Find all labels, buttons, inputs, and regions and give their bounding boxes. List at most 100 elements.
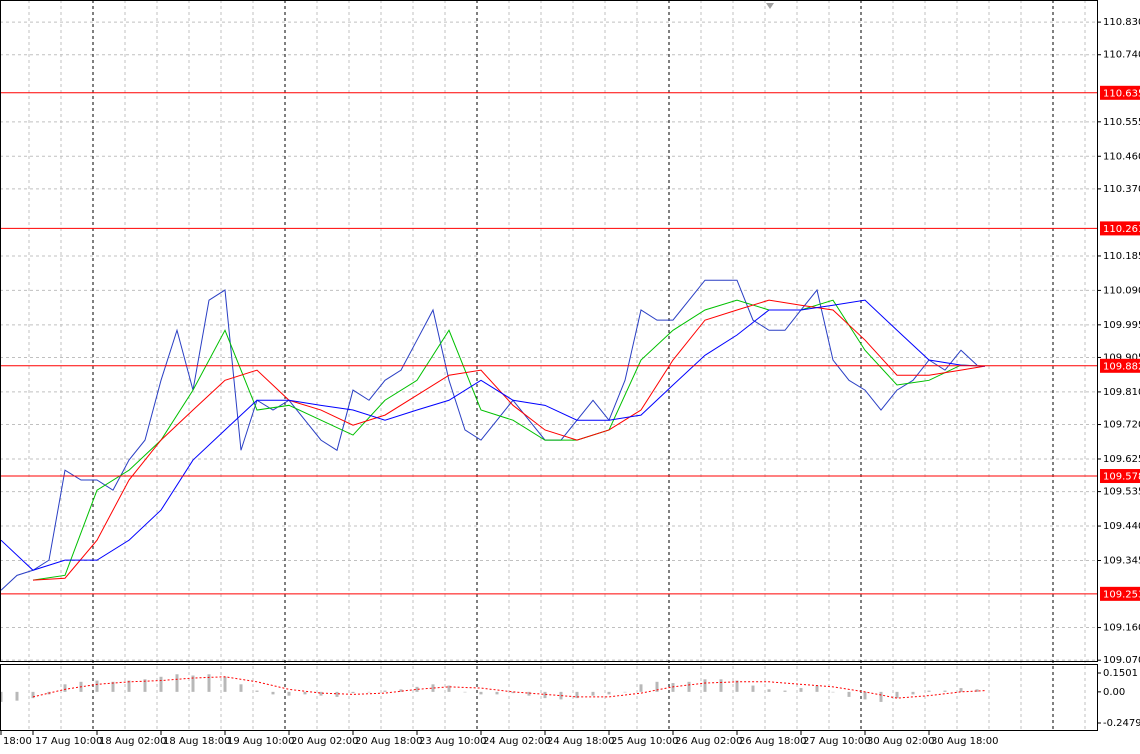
histogram-bar xyxy=(607,691,611,695)
histogram-bar xyxy=(463,691,467,693)
histogram-bar xyxy=(175,674,179,692)
level-label: 109.882 xyxy=(1103,361,1140,372)
y-tick-label: 110.370 xyxy=(1103,184,1140,195)
moving-average xyxy=(32,299,986,581)
histogram-bar xyxy=(431,684,435,692)
histogram-bar xyxy=(255,690,259,692)
level-label: 109.253 xyxy=(1103,589,1140,600)
histogram-bar xyxy=(351,691,355,694)
histogram-bar xyxy=(95,680,99,692)
histogram-bar xyxy=(31,691,35,699)
histogram-bar xyxy=(543,691,547,699)
x-tick-label: 18:00 xyxy=(3,736,32,747)
histogram-bar xyxy=(159,676,163,692)
x-tick-label: 19 Aug 10:00 xyxy=(227,736,294,747)
histogram-bar xyxy=(239,684,243,692)
histogram-bar xyxy=(335,691,339,697)
y-tick-label: 109.345 xyxy=(1103,555,1140,566)
x-tick-label: 27 Aug 10:00 xyxy=(803,736,870,747)
x-tick-label: 24 Aug 18:00 xyxy=(547,736,614,747)
price-line xyxy=(0,279,978,591)
histogram-bar xyxy=(671,683,675,692)
histogram-bar xyxy=(143,679,147,692)
y-tick-label: 0.1501 xyxy=(1103,668,1138,679)
x-tick-label: 30 Aug 02:00 xyxy=(867,736,934,747)
histogram-bar xyxy=(111,681,115,692)
histogram-bar xyxy=(847,691,851,697)
x-tick-label: 24 Aug 02:00 xyxy=(483,736,550,747)
histogram-bar xyxy=(703,679,707,692)
y-tick-label: 110.555 xyxy=(1103,117,1140,128)
histogram-bar xyxy=(895,691,899,699)
signal-line xyxy=(32,676,986,699)
level-label-box xyxy=(1100,469,1140,484)
histogram-bar xyxy=(15,691,19,701)
shift-marker xyxy=(766,3,774,9)
grid-layer xyxy=(0,0,1098,731)
y-tick-label: -0.2479 xyxy=(1103,718,1140,729)
histogram-bar xyxy=(207,674,211,692)
histogram-bar xyxy=(399,689,403,692)
y-tick-label: 109.905 xyxy=(1103,352,1140,363)
main-pane-border xyxy=(0,0,1098,662)
histogram-bar xyxy=(127,680,131,692)
y-tick-label: 109.160 xyxy=(1103,623,1140,634)
level-label: 109.578 xyxy=(1103,472,1140,483)
y-tick-label: 109.810 xyxy=(1103,387,1140,398)
x-tick-label: 23 Aug 10:00 xyxy=(419,736,486,747)
histogram-bar xyxy=(383,690,387,692)
histogram-bar xyxy=(527,691,531,696)
histogram-bar xyxy=(191,675,195,692)
y-tick-label: 110.460 xyxy=(1103,151,1140,162)
y-tick-label: 109.440 xyxy=(1103,521,1140,532)
x-tick-label: 17 Aug 10:00 xyxy=(35,736,102,747)
marks-layer xyxy=(0,92,1098,702)
histogram-bar xyxy=(287,691,291,696)
histogram-bar xyxy=(495,691,499,695)
histogram-bar xyxy=(815,685,819,692)
y-tick-label: 109.720 xyxy=(1103,420,1140,431)
histogram-bar xyxy=(0,691,3,702)
histogram-bar xyxy=(303,691,307,695)
histogram-bar xyxy=(959,688,963,692)
histogram-bar xyxy=(319,691,323,696)
histogram-bar xyxy=(479,691,483,695)
x-tick-label: 26 Aug 02:00 xyxy=(675,736,742,747)
histogram-bar xyxy=(447,685,451,692)
histogram-bar xyxy=(767,689,771,692)
x-tick-label: 18 Aug 18:00 xyxy=(163,736,230,747)
histogram-bar xyxy=(687,681,691,692)
y-tick-label: 0.00 xyxy=(1103,687,1125,698)
histogram-bar xyxy=(591,691,595,696)
x-tick-label: 18 Aug 02:00 xyxy=(99,736,166,747)
histogram-bar xyxy=(879,691,883,702)
histogram-bar xyxy=(751,685,755,692)
histogram-bar xyxy=(623,691,627,693)
histogram-bar xyxy=(975,689,979,692)
y-tick-label: 110.185 xyxy=(1103,251,1140,262)
histogram-bar xyxy=(655,681,659,692)
histogram-bar xyxy=(735,680,739,692)
x-tick-label: 30 Aug 18:00 xyxy=(931,736,998,747)
y-tick-label: 109.535 xyxy=(1103,487,1140,498)
histogram-bar xyxy=(639,684,643,692)
x-tick-label: 25 Aug 10:00 xyxy=(611,736,678,747)
x-tick-label: 20 Aug 02:00 xyxy=(291,736,358,747)
histogram-bar xyxy=(63,684,67,692)
histogram-bar xyxy=(911,691,915,695)
histogram-bar xyxy=(831,691,835,693)
x-tick-label: 26 Aug 18:00 xyxy=(739,736,806,747)
y-tick-label: 109.995 xyxy=(1103,320,1140,331)
histogram-bar xyxy=(271,691,275,695)
y-tick-label: 110.090 xyxy=(1103,285,1140,296)
level-label-box xyxy=(1100,358,1140,373)
histogram-bar xyxy=(415,686,419,692)
histogram-bar xyxy=(559,691,563,700)
histogram-bar xyxy=(223,676,227,692)
histogram-bar xyxy=(783,690,787,692)
histogram-bar xyxy=(863,691,867,700)
level-label-box xyxy=(1100,221,1140,236)
